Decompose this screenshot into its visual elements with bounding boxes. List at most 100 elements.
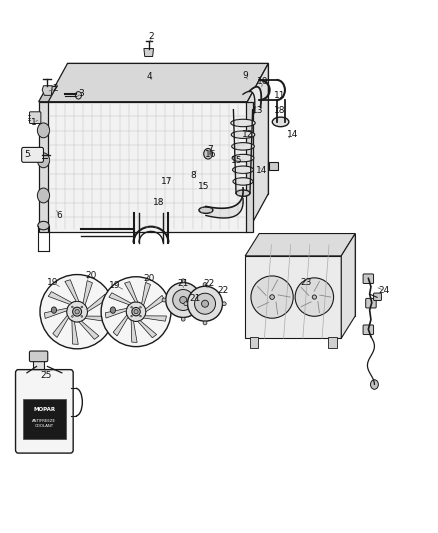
Text: 21: 21 (177, 279, 189, 288)
Text: ANTIFREEZE
COOLANT: ANTIFREEZE COOLANT (32, 419, 57, 429)
Circle shape (37, 153, 49, 168)
Polygon shape (67, 63, 268, 193)
Ellipse shape (312, 295, 317, 299)
FancyBboxPatch shape (21, 148, 43, 163)
Polygon shape (85, 316, 110, 322)
Ellipse shape (134, 310, 138, 314)
Bar (328, 337, 337, 348)
Text: 12: 12 (242, 130, 253, 139)
Ellipse shape (233, 166, 254, 173)
Polygon shape (45, 308, 67, 319)
Polygon shape (141, 282, 151, 305)
Circle shape (110, 307, 116, 313)
Ellipse shape (184, 302, 188, 305)
Polygon shape (105, 308, 127, 318)
Polygon shape (113, 315, 128, 336)
FancyBboxPatch shape (374, 293, 381, 301)
Ellipse shape (67, 301, 88, 322)
Ellipse shape (270, 295, 275, 300)
Text: 18: 18 (153, 198, 165, 207)
Text: 20: 20 (144, 273, 155, 282)
Ellipse shape (231, 131, 255, 139)
Text: 23: 23 (300, 278, 312, 287)
Ellipse shape (203, 321, 207, 325)
Polygon shape (87, 294, 107, 312)
Text: 17: 17 (161, 177, 173, 186)
Bar (245, 256, 341, 338)
Text: 14: 14 (286, 130, 298, 139)
FancyBboxPatch shape (363, 325, 374, 335)
Bar (250, 337, 258, 348)
Text: 9: 9 (242, 70, 248, 79)
Polygon shape (109, 293, 131, 305)
Ellipse shape (73, 307, 81, 316)
Ellipse shape (173, 289, 194, 311)
Ellipse shape (131, 306, 132, 308)
Text: 16: 16 (205, 150, 217, 159)
Polygon shape (42, 86, 52, 95)
Circle shape (37, 123, 49, 138)
Text: 1: 1 (31, 118, 36, 127)
Ellipse shape (126, 302, 146, 321)
Polygon shape (124, 281, 138, 302)
Ellipse shape (194, 293, 215, 314)
Ellipse shape (233, 177, 253, 185)
Ellipse shape (140, 306, 141, 308)
Ellipse shape (231, 119, 255, 127)
Circle shape (37, 188, 49, 203)
Ellipse shape (295, 278, 334, 316)
Ellipse shape (101, 277, 171, 346)
Text: 13: 13 (252, 106, 263, 115)
Polygon shape (46, 63, 268, 102)
Polygon shape (247, 63, 268, 232)
Polygon shape (65, 280, 79, 302)
Ellipse shape (181, 317, 185, 321)
Circle shape (204, 149, 212, 159)
Polygon shape (145, 295, 165, 312)
Text: 8: 8 (190, 171, 196, 180)
Text: 3: 3 (78, 88, 85, 98)
FancyBboxPatch shape (15, 369, 73, 453)
Text: 20: 20 (85, 271, 96, 279)
Text: 19: 19 (110, 280, 121, 289)
Polygon shape (138, 320, 157, 338)
Polygon shape (144, 316, 166, 321)
Text: 25: 25 (41, 371, 52, 380)
Text: 6: 6 (57, 212, 63, 221)
Polygon shape (144, 49, 153, 56)
Circle shape (75, 92, 81, 99)
FancyBboxPatch shape (366, 298, 376, 308)
Polygon shape (259, 233, 355, 316)
Ellipse shape (223, 302, 226, 305)
Polygon shape (245, 233, 355, 256)
Ellipse shape (132, 308, 140, 316)
Polygon shape (243, 87, 261, 114)
Ellipse shape (251, 276, 293, 318)
Ellipse shape (203, 282, 207, 286)
Polygon shape (48, 292, 72, 304)
Bar (22, 399, 66, 439)
Ellipse shape (201, 298, 205, 302)
Polygon shape (39, 86, 57, 102)
Ellipse shape (81, 316, 83, 317)
Ellipse shape (140, 316, 141, 317)
Bar (246, 102, 254, 232)
Text: 21: 21 (189, 294, 201, 303)
Polygon shape (341, 233, 355, 338)
Ellipse shape (201, 300, 208, 307)
Circle shape (371, 379, 378, 389)
Ellipse shape (187, 286, 223, 321)
Ellipse shape (166, 282, 201, 318)
Polygon shape (131, 320, 137, 342)
Bar (269, 163, 279, 169)
Polygon shape (79, 321, 99, 340)
Text: 11: 11 (274, 91, 286, 100)
Text: 22: 22 (203, 279, 214, 288)
Ellipse shape (40, 274, 114, 349)
Ellipse shape (71, 306, 73, 308)
Polygon shape (83, 280, 92, 305)
Text: 22: 22 (218, 286, 229, 295)
Ellipse shape (131, 316, 132, 317)
Ellipse shape (272, 117, 289, 127)
Text: 19: 19 (46, 278, 58, 287)
